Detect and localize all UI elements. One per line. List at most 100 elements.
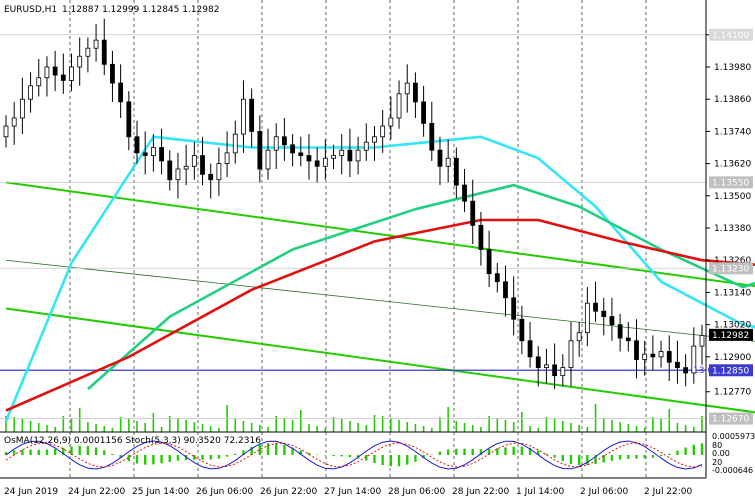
level-tag bbox=[709, 364, 753, 377]
level-tag bbox=[709, 176, 753, 189]
price-tick-label: 1.13380 bbox=[714, 224, 751, 234]
candle-body bbox=[683, 367, 689, 374]
candle-body bbox=[527, 340, 533, 358]
indicator-label: OsMA(12,26,9) 0.0001156 Stoch(5,3,3) 90.… bbox=[4, 436, 261, 446]
time-label: 2 Jul 22:00 bbox=[644, 487, 693, 497]
time-label: 25 Jun 14:00 bbox=[132, 487, 189, 497]
candle-body bbox=[388, 117, 394, 127]
candle-body bbox=[675, 361, 680, 368]
candle-body bbox=[265, 149, 271, 170]
candle-body bbox=[503, 281, 508, 299]
candle-body bbox=[69, 66, 74, 81]
stoch-main-line bbox=[5, 440, 703, 470]
candle-body bbox=[191, 155, 197, 167]
level-tag bbox=[709, 412, 753, 425]
candle-body bbox=[36, 77, 42, 87]
channel-line-lower bbox=[5, 307, 755, 414]
price-tick-label: 1.13020 bbox=[714, 321, 751, 331]
level-tag bbox=[709, 262, 753, 275]
price-tick-label: 1.13260 bbox=[714, 256, 751, 266]
candle-body bbox=[347, 149, 353, 162]
candle-body bbox=[93, 39, 99, 49]
candle-body bbox=[85, 47, 91, 57]
candle-body bbox=[478, 224, 484, 250]
candle-body bbox=[380, 125, 386, 138]
time-label: 24 Jun 2019 bbox=[4, 487, 58, 497]
time-label: 27 Jun 14:00 bbox=[324, 487, 381, 497]
candle-body bbox=[511, 297, 517, 320]
candle-body bbox=[142, 152, 148, 156]
channel-line-middle bbox=[5, 259, 755, 342]
candle-body bbox=[625, 337, 631, 342]
candle-body bbox=[593, 302, 598, 312]
candle-body bbox=[331, 155, 336, 159]
candle-body bbox=[118, 82, 124, 103]
candle-body bbox=[429, 122, 435, 151]
annotation-label: 13.6 bbox=[693, 366, 713, 376]
candle-body bbox=[363, 141, 369, 151]
candle-body bbox=[437, 149, 443, 167]
candle-body bbox=[568, 340, 574, 368]
candle-body bbox=[552, 364, 558, 377]
indicator-tick-label: -0.000646 bbox=[712, 466, 753, 475]
current-price-tag bbox=[709, 328, 753, 341]
candle-body bbox=[609, 316, 615, 326]
indicator-tick-label: 20 bbox=[712, 458, 722, 467]
price-tick-label: 1.12900 bbox=[714, 353, 751, 363]
candle-body bbox=[617, 324, 623, 339]
candle-body bbox=[28, 85, 33, 100]
indicator-tick-label: 80 bbox=[712, 441, 722, 450]
candle-body bbox=[404, 82, 410, 95]
time-label: 2 Jul 06:00 bbox=[580, 487, 629, 497]
candle-body bbox=[544, 364, 549, 368]
candle-body bbox=[216, 163, 222, 181]
time-label: 1 Jul 14:00 bbox=[516, 487, 565, 497]
candle-body bbox=[290, 144, 295, 154]
candle-body bbox=[110, 63, 115, 84]
current-price-label: 1.12982 bbox=[712, 331, 749, 341]
candle-body bbox=[584, 302, 590, 334]
candle-body bbox=[314, 160, 320, 167]
candle-body bbox=[691, 345, 697, 374]
level-tag bbox=[709, 28, 753, 41]
candle-body bbox=[560, 367, 566, 377]
candle-body bbox=[576, 332, 582, 342]
candle-body bbox=[208, 173, 214, 181]
price-tick-label: 1.12770 bbox=[714, 388, 751, 398]
candle-body bbox=[519, 318, 525, 342]
candle-body bbox=[249, 98, 255, 132]
level-tag-label: 1.12670 bbox=[712, 415, 749, 425]
ohlc-label: 1.12887 1.12999 1.12845 1.12982 bbox=[62, 5, 219, 15]
level-tag-label: 1.14100 bbox=[712, 31, 749, 41]
time-label: 26 Jun 22:00 bbox=[260, 487, 317, 497]
candle-body bbox=[257, 131, 263, 170]
candle-body bbox=[699, 334, 705, 347]
candle-body bbox=[339, 149, 345, 156]
moving-average-ma_fast bbox=[4, 135, 755, 422]
candle-body bbox=[101, 39, 107, 65]
price-tick-label: 1.13620 bbox=[714, 160, 751, 170]
candle-body bbox=[666, 351, 672, 363]
candle-body bbox=[11, 117, 17, 127]
candle-body bbox=[77, 55, 83, 68]
candle-body bbox=[470, 200, 476, 226]
candle-body bbox=[3, 125, 9, 138]
candle-body bbox=[494, 273, 500, 283]
candle-body bbox=[601, 310, 607, 317]
candle-body bbox=[634, 340, 639, 360]
price-tick-label: 1.13500 bbox=[714, 192, 751, 202]
candle-body bbox=[396, 93, 402, 119]
candle-body bbox=[150, 147, 156, 156]
candle-body bbox=[19, 98, 25, 119]
candle-body bbox=[658, 351, 664, 358]
candle-body bbox=[355, 149, 361, 162]
candle-body bbox=[642, 353, 648, 360]
time-label: 24 Jun 22:00 bbox=[68, 487, 125, 497]
candle-body bbox=[232, 133, 238, 154]
candle-body bbox=[126, 101, 132, 138]
candle-body bbox=[372, 136, 377, 143]
candle-body bbox=[60, 74, 66, 81]
candle-body bbox=[421, 101, 427, 124]
